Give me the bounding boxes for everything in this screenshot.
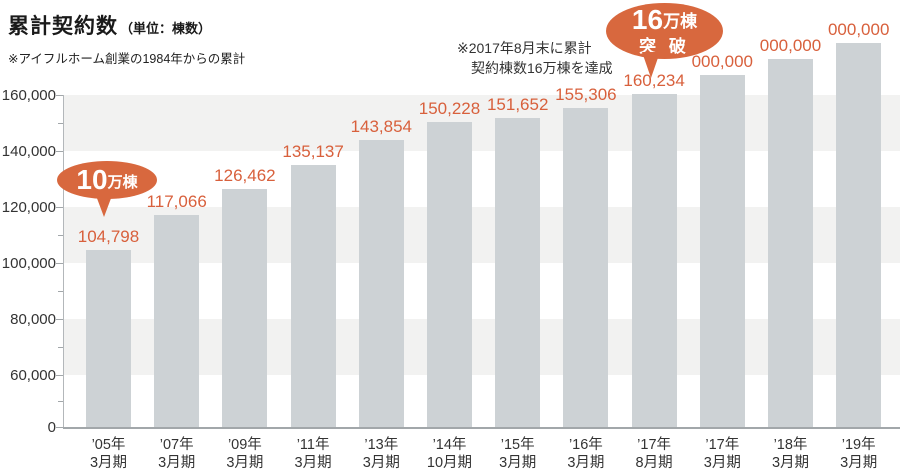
y-axis-tick — [56, 263, 63, 264]
bar-value-label: 151,652 — [486, 95, 549, 115]
balloon-tail-icon — [95, 193, 113, 217]
unit-label: （単位：棟数） — [120, 21, 212, 36]
y-axis-tick — [56, 375, 63, 376]
balloon-100k-number: 10 — [76, 164, 108, 195]
x-axis-line — [63, 427, 900, 429]
bar-value-label: 000,000 — [827, 19, 890, 39]
plot-band — [63, 207, 900, 263]
x-axis-label: ’13年 3月期 — [362, 437, 400, 470]
bar-value-label: 117,066 — [146, 192, 207, 212]
balloon-100k-unit: 万棟 — [107, 174, 138, 191]
bar-value-label: 000,000 — [759, 36, 822, 56]
y-axis-minor-tick — [58, 347, 63, 348]
bar[interactable] — [631, 94, 677, 427]
x-axis-label: ’15年 3月期 — [499, 437, 537, 470]
bar[interactable] — [495, 118, 541, 427]
y-axis-tick-label: 0 — [47, 419, 56, 436]
y-axis-tick — [56, 151, 63, 152]
milestone-note-line2: 契約棟数16万棟を達成 — [471, 60, 613, 76]
balloon-160k-number: 16 — [631, 4, 664, 35]
balloon-tail-icon — [642, 52, 660, 78]
y-axis-tick — [56, 427, 63, 428]
y-axis-tick-label: 140,000 — [1, 143, 56, 160]
plot-band — [63, 319, 900, 375]
bar-value-label: 135,137 — [282, 141, 344, 161]
x-axis-label: ’09年 3月期 — [226, 437, 264, 470]
y-axis-tick-label: 160,000 — [1, 87, 56, 104]
bar[interactable] — [427, 122, 472, 427]
milestone-balloon-160k: 16万棟 突 破 — [606, 3, 723, 78]
x-axis-label: ’19年 3月期 — [840, 437, 878, 470]
y-axis-tick — [56, 319, 63, 320]
bar[interactable] — [563, 108, 609, 427]
y-axis-tick-label: 120,000 — [1, 199, 56, 216]
bar[interactable] — [358, 140, 404, 427]
balloon-160k-unit: 万棟 — [663, 12, 698, 31]
y-axis-tick — [56, 95, 63, 96]
x-axis-label: ’11年 3月期 — [294, 437, 332, 470]
bar-value-label: 126,462 — [214, 165, 276, 185]
x-axis-label: ’07年 3月期 — [158, 437, 196, 470]
y-axis-tick-label: 100,000 — [1, 255, 56, 272]
y-axis-tick-label: 80,000 — [10, 311, 56, 328]
bar-value-label: 160,234 — [623, 71, 685, 91]
balloon-160k-line2: 突 破 — [639, 37, 690, 56]
page-title: 累計契約数 — [8, 15, 118, 38]
bar-value-label: 150,228 — [418, 99, 481, 119]
milestone-balloon-100k: 10万棟 — [57, 161, 157, 217]
y-axis-minor-tick — [58, 291, 63, 292]
y-axis-minor-tick — [58, 123, 63, 124]
y-axis-minor-tick — [58, 235, 63, 236]
bar-value-label: 143,854 — [350, 117, 413, 137]
x-axis-label: ’17年 8月期 — [635, 437, 673, 470]
x-axis-label: ’18年 3月期 — [771, 437, 810, 470]
x-axis-label: ’14年 10月期 — [426, 437, 473, 470]
bar-value-label: 000,000 — [691, 52, 754, 72]
milestone-note: ※2017年8月末に累計 契約棟数16万棟を達成 — [457, 38, 613, 78]
y-axis-line — [63, 95, 64, 429]
bar-value-label: 155,306 — [555, 85, 617, 105]
y-axis-tick — [56, 207, 63, 208]
chart-header: 累計契約数 （単位：棟数） — [8, 10, 211, 40]
milestone-note-line1: ※2017年8月末に累計 — [457, 40, 592, 56]
bar[interactable] — [699, 75, 745, 427]
bar[interactable] — [836, 42, 882, 427]
y-axis-minor-tick — [58, 400, 63, 402]
x-axis-label: ’17年 3月期 — [703, 437, 741, 470]
x-axis-label: ’16年 3月期 — [567, 437, 605, 470]
bar[interactable] — [86, 249, 131, 427]
x-axis-label: ’05年 3月期 — [89, 437, 128, 470]
bar[interactable] — [154, 215, 200, 427]
bar-value-label: 104,798 — [77, 226, 140, 246]
bar[interactable] — [222, 188, 268, 427]
bar[interactable] — [768, 59, 813, 427]
header-footnote: ※アイフルホーム創業の1984年からの累計 — [8, 52, 246, 66]
y-axis-tick-label: 60,000 — [10, 367, 56, 384]
bar[interactable] — [290, 164, 336, 427]
plot-band — [63, 95, 900, 151]
